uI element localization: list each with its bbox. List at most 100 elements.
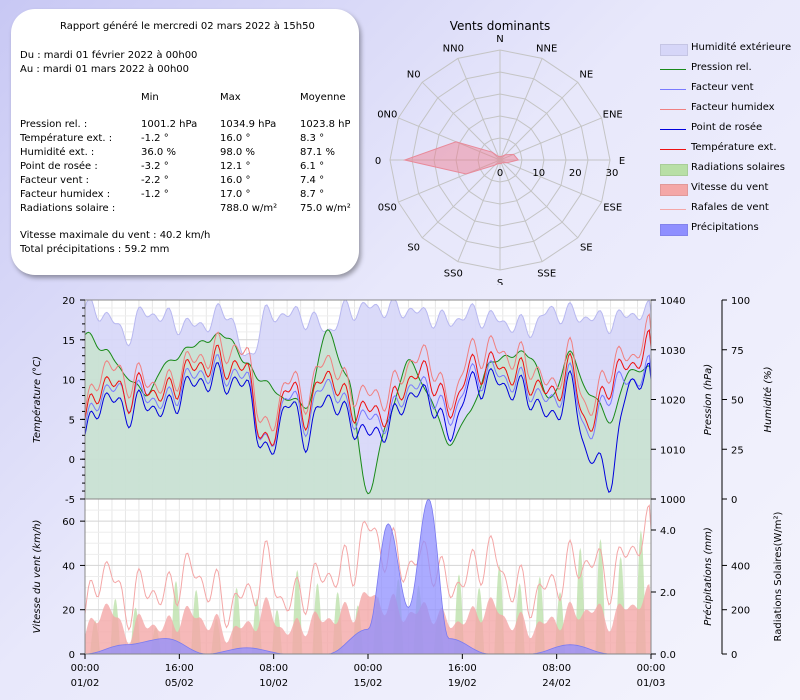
rose-direction-label: N	[496, 34, 503, 45]
legend-label: Pression rel.	[691, 62, 752, 73]
legend-item: Précipitations	[660, 220, 800, 240]
rose-direction-label: S0	[407, 242, 420, 253]
temperature-tick-label: 10	[62, 376, 75, 387]
legend-swatch	[660, 209, 686, 210]
x-tick-time: 00:00	[71, 663, 100, 674]
pressure-tick-label: 1000	[660, 495, 685, 506]
x-tick-time: 08:00	[259, 663, 288, 674]
x-tick-date: 19/02	[448, 678, 477, 689]
rose-spoke	[457, 159, 501, 262]
rose-title: Vents dominants	[450, 19, 551, 33]
report-generated: Rapport généré le mercredi 02 mars 2022 …	[60, 21, 315, 32]
row-label: Température ext. :	[20, 133, 113, 144]
series-line-wind_factor	[84, 354, 652, 448]
legend-label: Humidité extérieure	[691, 42, 792, 53]
rose-direction-label: E	[619, 156, 625, 167]
rose-radial-tick: 0	[497, 168, 503, 179]
wind-tick-label: 20	[62, 606, 75, 617]
header-min: Min	[141, 92, 159, 103]
rose-direction-label: NE	[579, 70, 593, 81]
row-label: Facteur humidex :	[20, 189, 111, 200]
wind-tick-label: 60	[62, 517, 75, 528]
pressure-tick-label: 1040	[660, 296, 685, 307]
row-avg: 87.1 %	[300, 147, 335, 158]
x-tick-date: 01/02	[71, 678, 100, 689]
temperature-axis-title: Température (°C)	[31, 356, 43, 443]
rose-direction-label: ESE	[603, 203, 622, 214]
humidity-tick-label: 25	[731, 445, 744, 456]
legend-label: Facteur vent	[691, 82, 754, 93]
rose-radial-tick: 20	[569, 168, 582, 179]
rose-direction-label: 0	[375, 156, 381, 167]
rose-direction-label: SSE	[537, 269, 556, 280]
series-area-solar	[85, 530, 651, 654]
legend: Humidité extérieure Pression rel. Facteur …	[660, 40, 800, 240]
legend-swatch	[660, 224, 688, 236]
row-label: Point de rosée :	[20, 161, 98, 172]
series-line-gusts	[84, 504, 652, 632]
legend-label: Précipitations	[691, 222, 759, 233]
report-summary-panel: Rapport généré le mercredi 02 mars 2022 …	[11, 9, 359, 275]
legend-item: Point de rosée	[660, 120, 800, 140]
legend-item: Température ext.	[660, 140, 800, 160]
humidity-tick-label: 0	[731, 495, 737, 506]
precip-tick-label: 2.0	[660, 588, 676, 599]
legend-label: Température ext.	[691, 142, 777, 153]
row-label: Radiations solaire :	[20, 203, 116, 214]
humidity-tick-label: 75	[731, 346, 744, 357]
rose-spoke	[421, 159, 501, 239]
x-tick-date: 05/02	[165, 678, 194, 689]
series-area-wind	[85, 584, 651, 654]
legend-label: Facteur humidex	[691, 102, 775, 113]
x-tick-time: 16:00	[448, 663, 477, 674]
legend-item: Vitesse du vent	[660, 180, 800, 200]
pressure-tick-label: 1020	[660, 396, 685, 407]
row-avg: 75.0 w/m²	[300, 203, 351, 214]
row-max: 788.0 w/m²	[220, 203, 278, 214]
temperature-tick-label: 20	[62, 296, 75, 307]
rose-direction-label: 0N0	[377, 109, 397, 120]
rose-radial-tick: 30	[606, 168, 619, 179]
rose-direction-label: S	[497, 278, 503, 285]
rose-spoke	[398, 117, 501, 161]
x-tick-time: 08:00	[542, 663, 571, 674]
rose-direction-label: 0S0	[378, 203, 397, 214]
row-min: 1001.2 hPa	[141, 119, 198, 130]
series-line-temperature	[84, 329, 652, 447]
rose-spoke	[499, 81, 579, 161]
row-min: 36.0 %	[141, 147, 176, 158]
row-label: Pression rel. :	[20, 119, 88, 130]
wind-tick-label: 0	[69, 650, 75, 661]
header-avg: Moyenne	[300, 92, 346, 103]
report-from-date: Du : mardi 01 février 2022 à 00h00	[20, 50, 198, 61]
row-max: 98.0 %	[220, 147, 255, 158]
pressure-tick-label: 1030	[660, 346, 685, 357]
total-precip-text: Total précipitations : 59.2 mm	[20, 244, 170, 255]
row-max: 16.0 °	[220, 175, 251, 186]
legend-swatch	[660, 164, 688, 176]
series-area-pressure	[85, 329, 651, 499]
rose-direction-label: ENE	[603, 109, 623, 120]
legend-label: Rafales de vent	[691, 202, 769, 213]
legend-item: Humidité extérieure	[660, 40, 800, 60]
pressure-axis-title: Pression (hPa)	[703, 364, 714, 435]
precip-tick-label: 4.0	[660, 526, 676, 537]
solar-axis-title: Radiations Solaires(W/m²)	[773, 511, 784, 641]
legend-label: Point de rosée	[691, 122, 763, 133]
pressure-tick-label: 1010	[660, 445, 685, 456]
temperature-tick-label: -5	[65, 495, 75, 506]
series-line-dewpoint	[84, 362, 652, 493]
row-min: -2.2 °	[141, 175, 169, 186]
legend-label: Vitesse du vent	[691, 182, 769, 193]
rose-direction-label: N0	[407, 70, 421, 81]
row-max: 16.0 °	[220, 133, 251, 144]
series-line-humidex	[84, 313, 652, 432]
temperature-tick-label: 5	[69, 415, 75, 426]
row-avg: 8.3 °	[300, 133, 325, 144]
time-series-charts: -5051015200204060100010101020103010400.0…	[31, 296, 784, 689]
precip-tick-label: 0.0	[660, 650, 676, 661]
rose-data-polygon	[402, 141, 520, 175]
legend-item: Facteur humidex	[660, 100, 800, 120]
row-label: Humidité ext. :	[20, 147, 95, 158]
